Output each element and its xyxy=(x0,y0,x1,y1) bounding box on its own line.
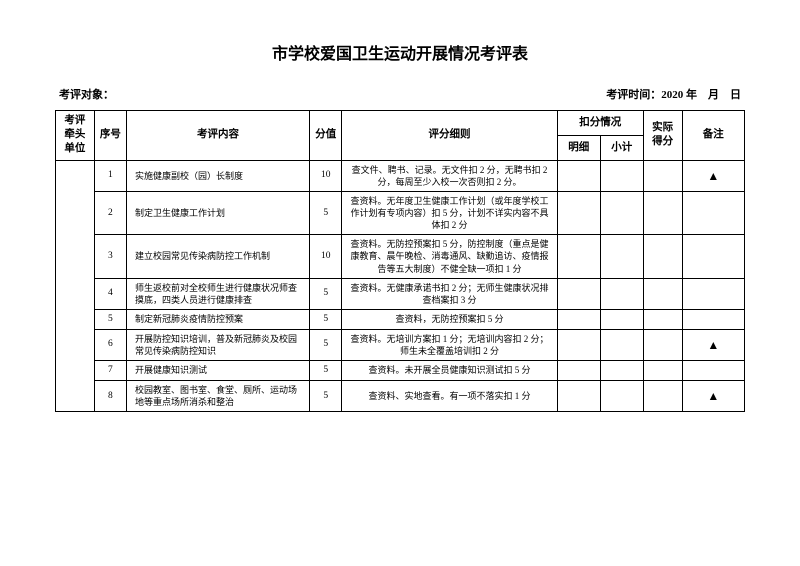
remark-cell: ▲ xyxy=(682,329,744,360)
subtotal-cell xyxy=(600,278,643,309)
content-cell: 师生返校前对全校师生进行健康状况师查摸底，四类人员进行健康排查 xyxy=(127,278,310,309)
eval-time-label: 考评时间：2020 年 月 日 xyxy=(606,86,741,102)
seq-cell: 3 xyxy=(94,235,126,278)
table-row: 8校园教室、图书室、食堂、厕所、运动场地等重点场所消杀和整治5查资料、实地查看。… xyxy=(56,380,745,411)
remark-cell xyxy=(682,191,744,234)
detail-cell xyxy=(557,329,600,360)
seq-cell: 1 xyxy=(94,160,126,191)
detail-cell xyxy=(557,380,600,411)
rule-cell: 查资料。无防控预案扣 5 分，防控制度（重点是健康教育、晨午晚检、消毒通风、缺勤… xyxy=(342,235,557,278)
detail-cell xyxy=(557,235,600,278)
table-row: 4师生返校前对全校师生进行健康状况师查摸底，四类人员进行健康排查5查资料。无健康… xyxy=(56,278,745,309)
content-cell: 开展健康知识测试 xyxy=(127,361,310,381)
actual-cell xyxy=(643,278,682,309)
eval-target-label: 考评对象： xyxy=(59,86,114,102)
rule-cell: 查资料。无健康承诺书扣 2 分；无师生健康状况排查档案扣 3 分 xyxy=(342,278,557,309)
content-cell: 制定新冠肺炎疫情防控预案 xyxy=(127,309,310,329)
actual-cell xyxy=(643,309,682,329)
subtotal-cell xyxy=(600,160,643,191)
rule-cell: 查资料。未开展全员健康知识测试扣 5 分 xyxy=(342,361,557,381)
seq-cell: 8 xyxy=(94,380,126,411)
score-cell: 5 xyxy=(310,361,342,381)
score-cell: 10 xyxy=(310,160,342,191)
unit-cell xyxy=(56,160,95,412)
detail-cell xyxy=(557,160,600,191)
rule-cell: 查资料、实地查看。有一项不落实扣 1 分 xyxy=(342,380,557,411)
content-cell: 实施健康副校（园）长制度 xyxy=(127,160,310,191)
table-row: 2制定卫生健康工作计划5查资料。无年度卫生健康工作计划（或年度学校工作计划有专项… xyxy=(56,191,745,234)
score-cell: 5 xyxy=(310,329,342,360)
header-detail: 明细 xyxy=(557,135,600,160)
actual-cell xyxy=(643,235,682,278)
detail-cell xyxy=(557,309,600,329)
header-subtotal: 小计 xyxy=(600,135,643,160)
score-cell: 5 xyxy=(310,191,342,234)
seq-cell: 7 xyxy=(94,361,126,381)
remark-cell xyxy=(682,361,744,381)
header-unit: 考评牵头单位 xyxy=(56,111,95,161)
evaluation-table: 考评牵头单位 序号 考评内容 分值 评分细则 扣分情况 实际得分 备注 明细 小… xyxy=(55,110,745,412)
seq-cell: 5 xyxy=(94,309,126,329)
header-remark: 备注 xyxy=(682,111,744,161)
seq-cell: 2 xyxy=(94,191,126,234)
subtotal-cell xyxy=(600,309,643,329)
content-cell: 制定卫生健康工作计划 xyxy=(127,191,310,234)
remark-cell xyxy=(682,309,744,329)
subtotal-cell xyxy=(600,329,643,360)
page-title: 市学校爱国卫生运动开展情况考评表 xyxy=(55,40,745,64)
subtotal-cell xyxy=(600,361,643,381)
subheader: 考评对象： 考评时间：2020 年 月 日 xyxy=(55,86,745,102)
rule-cell: 查资料。无培训方案扣 1 分；无培训内容扣 2 分；师生未全覆盖培训扣 2 分 xyxy=(342,329,557,360)
score-cell: 5 xyxy=(310,380,342,411)
table-row: 3建立校园常见传染病防控工作机制10查资料。无防控预案扣 5 分，防控制度（重点… xyxy=(56,235,745,278)
header-rule: 评分细则 xyxy=(342,111,557,161)
content-cell: 开展防控知识培训，普及新冠肺炎及校园常见传染病防控知识 xyxy=(127,329,310,360)
seq-cell: 4 xyxy=(94,278,126,309)
header-content: 考评内容 xyxy=(127,111,310,161)
content-cell: 建立校园常见传染病防控工作机制 xyxy=(127,235,310,278)
table-row: 1实施健康副校（园）长制度10查文件、聘书、记录。无文件扣 2 分，无聘书扣 2… xyxy=(56,160,745,191)
detail-cell xyxy=(557,361,600,381)
score-cell: 5 xyxy=(310,309,342,329)
actual-cell xyxy=(643,329,682,360)
table-row: 7开展健康知识测试5查资料。未开展全员健康知识测试扣 5 分 xyxy=(56,361,745,381)
subtotal-cell xyxy=(600,191,643,234)
table-row: 5制定新冠肺炎疫情防控预案5查资料，无防控预案扣 5 分 xyxy=(56,309,745,329)
header-actual: 实际得分 xyxy=(643,111,682,161)
rule-cell: 查资料，无防控预案扣 5 分 xyxy=(342,309,557,329)
header-score: 分值 xyxy=(310,111,342,161)
detail-cell xyxy=(557,191,600,234)
remark-cell xyxy=(682,235,744,278)
detail-cell xyxy=(557,278,600,309)
actual-cell xyxy=(643,160,682,191)
rule-cell: 查资料。无年度卫生健康工作计划（或年度学校工作计划有专项内容）扣 5 分，计划不… xyxy=(342,191,557,234)
actual-cell xyxy=(643,380,682,411)
header-seq: 序号 xyxy=(94,111,126,161)
content-cell: 校园教室、图书室、食堂、厕所、运动场地等重点场所消杀和整治 xyxy=(127,380,310,411)
subtotal-cell xyxy=(600,380,643,411)
actual-cell xyxy=(643,361,682,381)
remark-cell xyxy=(682,278,744,309)
subtotal-cell xyxy=(600,235,643,278)
seq-cell: 6 xyxy=(94,329,126,360)
actual-cell xyxy=(643,191,682,234)
remark-cell: ▲ xyxy=(682,380,744,411)
score-cell: 5 xyxy=(310,278,342,309)
table-row: 6开展防控知识培训，普及新冠肺炎及校园常见传染病防控知识5查资料。无培训方案扣 … xyxy=(56,329,745,360)
remark-cell: ▲ xyxy=(682,160,744,191)
header-deduct: 扣分情况 xyxy=(557,111,643,136)
score-cell: 10 xyxy=(310,235,342,278)
rule-cell: 查文件、聘书、记录。无文件扣 2 分，无聘书扣 2 分，每周至少入校一次否则扣 … xyxy=(342,160,557,191)
